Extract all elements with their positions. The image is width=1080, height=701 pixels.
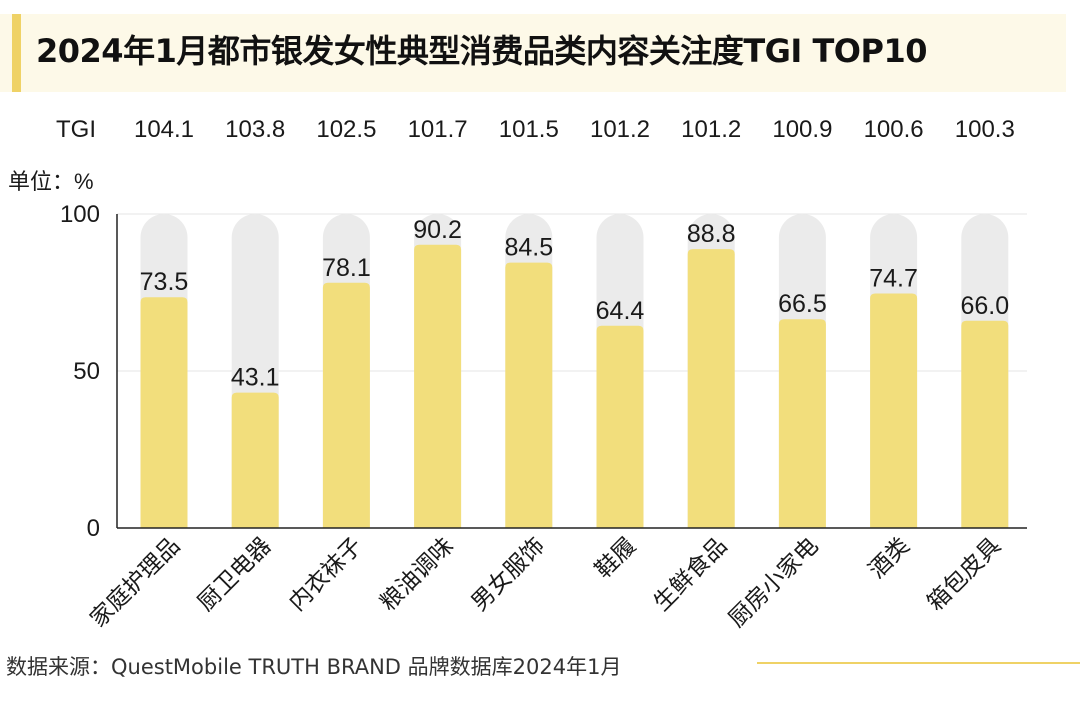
bar (870, 293, 918, 528)
x-category-label: 粮油调味 (375, 532, 458, 615)
bar (505, 262, 553, 528)
tgi-value: 103.8 (225, 116, 285, 143)
tgi-value: 100.6 (864, 116, 924, 143)
bar-value-label: 90.2 (413, 216, 462, 244)
x-category-label: 家庭护理品 (85, 532, 185, 632)
bar-value-label: 64.4 (596, 297, 645, 325)
y-tick-label: 50 (73, 358, 100, 385)
y-tick-label: 0 (87, 515, 100, 542)
unit-label: 单位：% (8, 169, 94, 194)
bar (778, 319, 826, 528)
bar-value-label: 66.5 (778, 290, 827, 318)
bar (322, 282, 370, 528)
bar-value-label: 73.5 (140, 268, 189, 296)
bar-value-label: 78.1 (322, 254, 371, 282)
bar (231, 392, 279, 528)
x-category-label: 内衣袜子 (283, 532, 366, 615)
y-tick-label: 100 (60, 201, 100, 228)
tgi-value: 100.3 (955, 116, 1015, 143)
source-divider-line (757, 662, 1080, 664)
tgi-value: 104.1 (134, 116, 194, 143)
tgi-value: 101.7 (408, 116, 468, 143)
tgi-row-label: TGI (56, 116, 96, 143)
tgi-value: 101.2 (681, 116, 741, 143)
bar-value-label: 84.5 (504, 234, 553, 262)
x-category-label: 生鲜食品 (648, 532, 731, 615)
x-category-label: 厨卫电器 (192, 532, 275, 615)
tgi-value: 100.9 (772, 116, 832, 143)
bar (414, 244, 462, 528)
data-source-note: 数据来源：QuestMobile TRUTH BRAND 品牌数据库2024年1… (6, 655, 622, 679)
x-category-label: 男女服饰 (466, 532, 549, 615)
bar-value-label: 74.7 (869, 264, 918, 292)
bar-value-label: 43.1 (231, 364, 280, 392)
title-accent-bar (12, 14, 21, 92)
chart-title: 2024年1月都市银发女性典型消费品类内容关注度TGI TOP10 (36, 32, 928, 70)
bar (596, 325, 644, 528)
x-category-label: 鞋履 (590, 532, 641, 583)
x-category-label: 箱包皮具 (922, 532, 1005, 615)
x-category-label: 酒类 (863, 532, 914, 583)
tgi-value: 101.5 (499, 116, 559, 143)
bar-value-label: 88.8 (687, 220, 736, 248)
bar (961, 320, 1009, 528)
tgi-value: 102.5 (316, 116, 376, 143)
bar (687, 249, 735, 528)
x-category-label: 厨房小家电 (723, 532, 823, 632)
bar-value-label: 66.0 (960, 292, 1009, 320)
bar (140, 297, 188, 528)
tgi-value: 101.2 (590, 116, 650, 143)
title-band (0, 14, 1066, 92)
